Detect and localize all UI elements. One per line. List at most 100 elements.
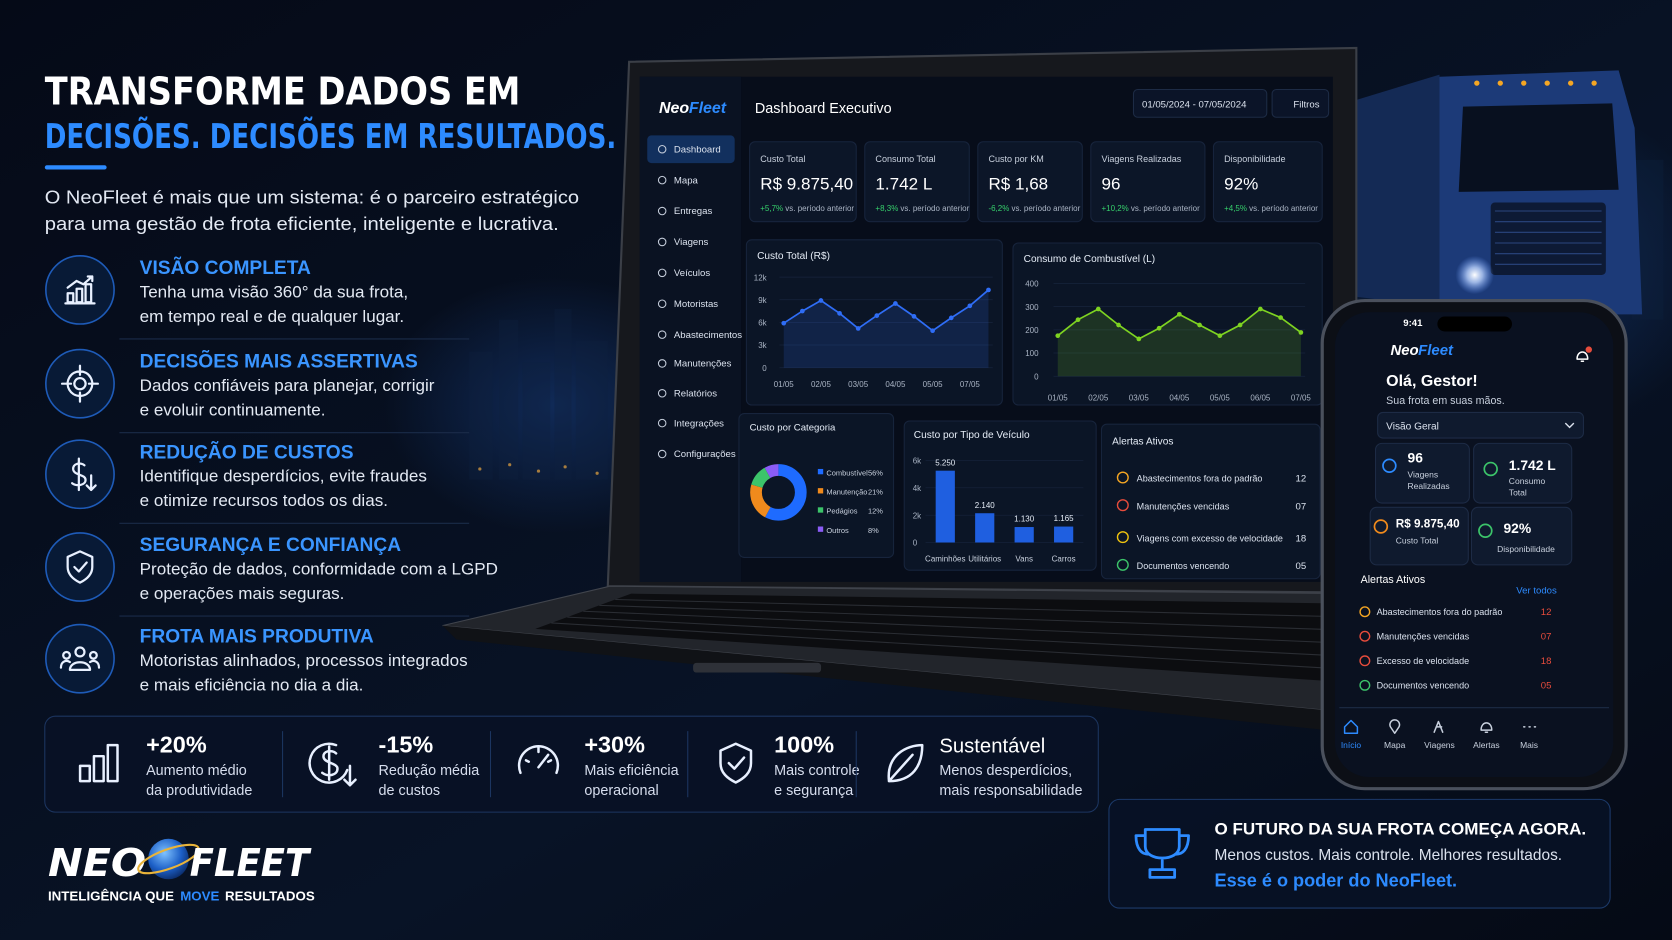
alert-label: Documentos vencendo xyxy=(1137,561,1230,571)
icon-shape xyxy=(78,743,119,783)
icon xyxy=(517,745,560,775)
menu-icon xyxy=(657,237,667,247)
brand-tagline: INTELIGÊNCIA QUE xyxy=(48,889,174,904)
kpi-card xyxy=(749,141,857,223)
menu-item: Motoristas xyxy=(674,299,718,310)
nav-label[interactable]: Alertas xyxy=(1473,740,1500,750)
legend-swatch xyxy=(817,468,824,475)
dashboard-logo: Neo xyxy=(659,100,689,117)
value-label: 12% xyxy=(868,507,883,516)
truck-windshield xyxy=(1458,103,1619,192)
area-shade xyxy=(1057,309,1301,377)
feature-description: e evoluir continuamente. xyxy=(140,401,326,420)
card-label: Disponibilidade xyxy=(1497,544,1555,554)
y-tick-label: 100 xyxy=(1025,349,1039,358)
y-tick-label: 3k xyxy=(758,341,766,350)
alert-icon xyxy=(1116,531,1129,544)
feature-description: Dados confiáveis para planejar, corrigir xyxy=(140,376,435,395)
bar xyxy=(935,470,955,543)
truck-marker-light xyxy=(1521,80,1527,86)
stat-card xyxy=(1369,506,1469,566)
icon xyxy=(1389,719,1401,735)
icon xyxy=(719,742,753,784)
stat-description: operacional xyxy=(584,783,658,799)
feature-description: e operações mais seguras. xyxy=(140,584,345,603)
legend-label: Manutenção xyxy=(826,488,867,497)
card-icon xyxy=(1483,461,1498,477)
menu-item: Abastecimentos xyxy=(674,330,742,341)
chart-title: Custo por Tipo de Veículo xyxy=(914,430,1030,441)
alert-label: Manutenções vencidas xyxy=(1377,631,1470,641)
x-tick-label: 05/05 xyxy=(923,380,944,389)
intro-text: O NeoFleet é mais que um sistema: é o pa… xyxy=(45,187,579,208)
accent-underline xyxy=(44,165,107,170)
point xyxy=(855,326,861,331)
card-icon xyxy=(1382,458,1397,474)
date-range-box xyxy=(1132,88,1268,118)
menu-item: Veículos xyxy=(674,268,710,279)
point xyxy=(911,314,917,319)
menu-icon xyxy=(657,359,667,368)
x-tick-label: 01/05 xyxy=(774,380,795,389)
feature-title: FROTA MAIS PRODUTIVA xyxy=(140,627,374,648)
view-selector[interactable] xyxy=(1377,411,1584,439)
alert-count: 05 xyxy=(1541,681,1552,692)
cta-line: Menos custos. Mais controle. Melhores re… xyxy=(1215,847,1563,864)
keyboard-row xyxy=(599,604,1331,631)
feature-icon-ring xyxy=(45,532,115,602)
point xyxy=(1095,306,1101,312)
kpi-change: +8,3% xyxy=(875,204,898,213)
nav-label[interactable]: Mapa xyxy=(1384,740,1406,750)
menu-icon xyxy=(657,418,667,428)
y-tick-label: 0 xyxy=(913,539,918,548)
x-tick-label: 01/05 xyxy=(1048,394,1069,403)
point xyxy=(874,313,880,318)
bar xyxy=(975,513,995,543)
kpi-card xyxy=(864,141,970,223)
brand-name: NEO xyxy=(48,841,146,886)
filter-button[interactable] xyxy=(1271,88,1330,118)
laptop-hinge xyxy=(693,662,822,673)
stat-card xyxy=(1470,506,1573,566)
truck-marker-light xyxy=(1567,80,1574,86)
brand-tagline: MOVE xyxy=(180,889,219,904)
menu-active xyxy=(647,135,735,164)
legend-swatch xyxy=(817,526,824,532)
kpi-label: Custo por KM xyxy=(988,154,1043,164)
chevron xyxy=(1564,422,1575,429)
icon-shape xyxy=(64,275,96,305)
status-time: 9:41 xyxy=(1403,318,1423,329)
icon-shape xyxy=(308,742,357,787)
stat-description: e segurança xyxy=(774,783,853,799)
kpi-label: Disponibilidade xyxy=(1224,154,1285,164)
x-tick-label: 04/05 xyxy=(1169,394,1190,403)
point xyxy=(1055,333,1061,339)
chart-title: Consumo de Combustível (L) xyxy=(1024,254,1156,265)
kpi-comparison: vs. período anterior xyxy=(900,204,969,213)
truck-grille xyxy=(1490,202,1606,275)
nav-label[interactable]: Início xyxy=(1341,740,1362,750)
alert-icon xyxy=(1359,655,1371,667)
value-label: 2.140 xyxy=(975,501,996,510)
legend-label: Outros xyxy=(826,526,849,535)
icon-shape xyxy=(1343,719,1359,735)
card-label: Consumo xyxy=(1509,476,1546,486)
nav-label[interactable]: Viagens xyxy=(1424,740,1455,750)
alerts-link[interactable]: Ver todos xyxy=(1516,586,1557,597)
icon xyxy=(60,364,100,403)
notification-dot xyxy=(1585,346,1592,353)
feature-icon-ring xyxy=(45,254,115,325)
legend-label: Combustível xyxy=(826,468,868,477)
menu-icon xyxy=(657,389,667,398)
stat-description: Redução média xyxy=(379,763,480,779)
stats-panel xyxy=(44,715,1099,813)
legend-swatch xyxy=(817,488,824,494)
phone-logo: Fleet xyxy=(1418,342,1454,359)
brand-orbit xyxy=(137,843,200,875)
card-icon xyxy=(1373,519,1389,534)
truck-headlight xyxy=(1455,255,1494,295)
kpi-value: 92% xyxy=(1224,175,1258,194)
cta-panel xyxy=(1108,798,1611,909)
nav-label[interactable]: Mais xyxy=(1520,740,1538,750)
